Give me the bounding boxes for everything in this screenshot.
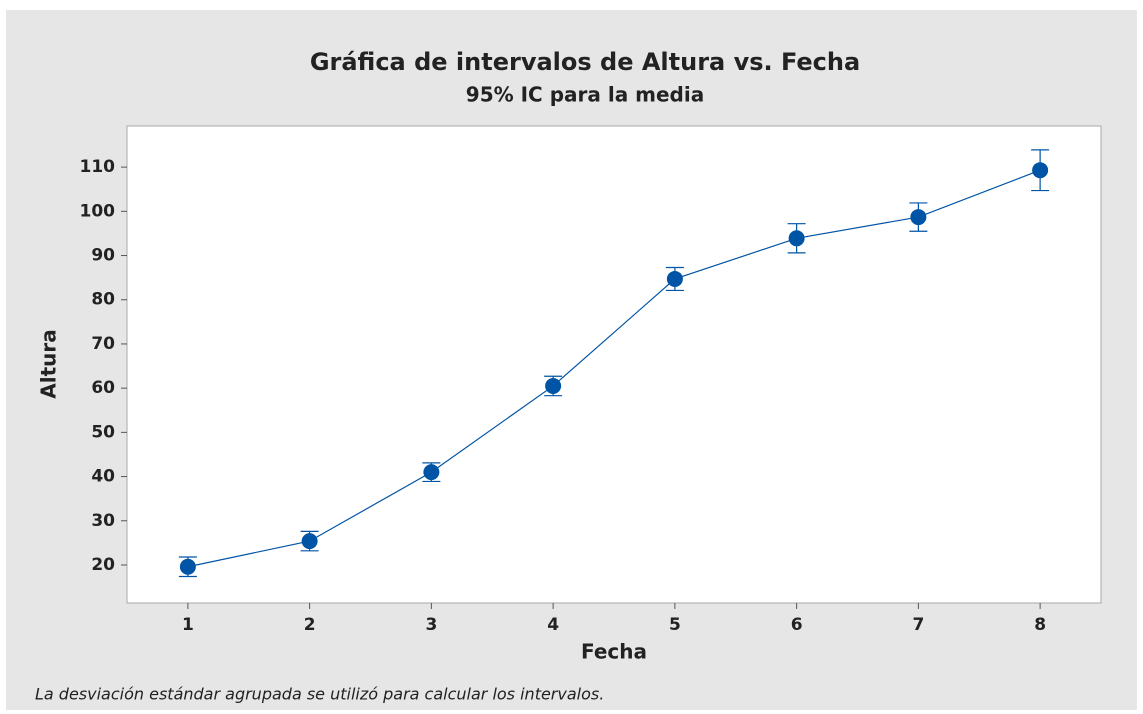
mean-point [788, 230, 805, 247]
plot-area [126, 125, 1102, 604]
y-tick-label: 70 [91, 334, 115, 354]
y-tick-label: 30 [91, 511, 115, 531]
mean-point [545, 377, 562, 394]
chart-subtitle: 95% IC para la media [466, 83, 704, 107]
y-tick-label: 110 [80, 157, 116, 177]
footnote: La desviación estándar agrupada se utili… [35, 685, 604, 704]
x-tick-label: 7 [912, 615, 924, 635]
x-tick-label: 8 [1034, 615, 1046, 635]
y-tick-label: 90 [91, 246, 115, 266]
mean-point [910, 209, 927, 226]
x-tick-label: 4 [547, 615, 559, 635]
x-axis-label: Fecha [581, 640, 647, 664]
y-tick-label: 100 [80, 201, 116, 221]
mean-point [179, 558, 196, 575]
y-tick-label: 40 [91, 467, 115, 487]
mean-point [301, 533, 318, 550]
x-tick-label: 3 [425, 615, 437, 635]
y-tick-label: 20 [91, 555, 115, 575]
mean-point [666, 270, 683, 287]
x-tick-label: 1 [182, 615, 194, 635]
chart-title: Gráfica de intervalos de Altura vs. Fech… [310, 48, 860, 76]
x-tick-label: 2 [304, 615, 316, 635]
x-tick-label: 6 [791, 615, 803, 635]
connect-line [187, 169, 1041, 568]
mean-point [423, 464, 440, 481]
y-tick-label: 80 [91, 290, 115, 310]
y-tick-label: 60 [91, 378, 115, 398]
y-axis-label: Altura [37, 329, 61, 399]
mean-point [1032, 162, 1049, 179]
y-tick-label: 50 [91, 422, 115, 442]
x-tick-label: 5 [669, 615, 681, 635]
